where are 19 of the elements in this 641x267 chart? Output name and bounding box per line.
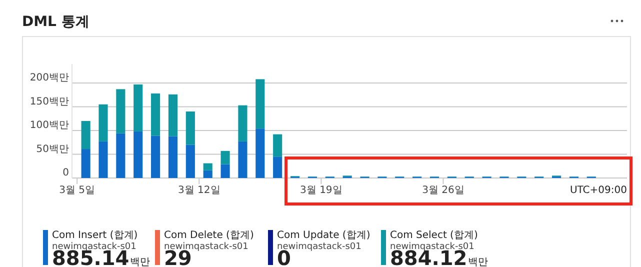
x-tick-label: 3월 26일 [422,185,464,196]
y-tick-label: 200백만 [30,72,69,84]
y-tick-label: 150백만 [30,96,69,108]
y-tick-label: 0 [62,168,69,179]
text: newimqastack-s01 [52,242,136,252]
text: UTC+09:00 [570,185,627,196]
legend-label: Com Update (합계) [277,230,370,241]
text: newimqastack-s01 [390,242,474,252]
x-tick-label: 3월 5일 [59,185,96,196]
text: newimqastack-s01 [277,242,362,252]
y-tick-label: 50백만 [36,144,69,155]
legend-label: Com Select (합계) [390,230,478,241]
x-tick-label: 3월 12일 [178,185,220,196]
text: newimqastack-s01 [164,242,248,252]
x-tick-label: 3월 19일 [300,185,342,196]
chart-title: DML 통계 [22,14,90,30]
y-tick-label: 100백만 [30,120,69,132]
legend-label: Com Delete (합계) [164,230,254,241]
legend-label: Com Insert (합계) [52,230,138,241]
